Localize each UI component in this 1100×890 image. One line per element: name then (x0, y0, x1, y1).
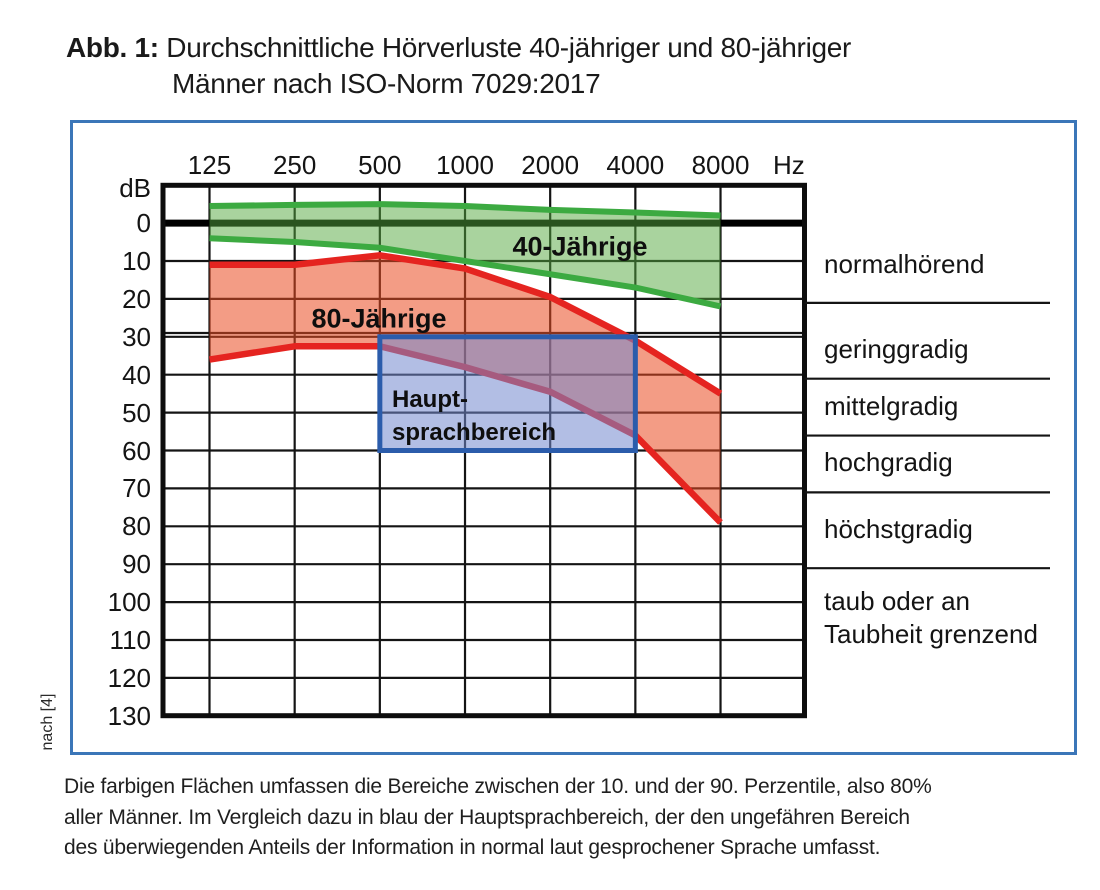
db-tick-label-10: 10 (122, 246, 151, 276)
db-tick-label-0: 0 (136, 208, 151, 239)
speech-area-fill (379, 336, 636, 451)
db-tick-label-130: 130 (107, 700, 151, 731)
figure-number: Abb. 1: (66, 32, 159, 63)
db-tick-label-40: 40 (122, 359, 151, 390)
freq-tick-label-8000: 8000 (691, 150, 750, 180)
curve-40-upper (209, 201, 721, 219)
chart-frame (70, 120, 1077, 755)
series-label-80-jaehrige: 80-Jährige (311, 303, 447, 334)
freq-tick-label-250: 250 (272, 150, 317, 180)
db-tick-label-50: 50 (122, 397, 151, 428)
figure-title-line2: Männer nach ISO-Norm 7029:2017 (172, 68, 601, 99)
speech-area-label-line1: Haupt- (392, 386, 468, 413)
classification-label: höchstgradig (824, 514, 973, 544)
classification-label: taub oder an Taubheit grenzend (824, 586, 1038, 649)
classification-label: hochgradig (824, 447, 953, 477)
db-tick-label-60: 60 (122, 435, 151, 466)
db-tick-label-110: 110 (109, 625, 151, 655)
freq-tick-label-2000: 2000 (521, 150, 580, 180)
caption-line2: aller Männer. Im Vergleich dazu in blau … (64, 805, 910, 829)
figure-title: Abb. 1: Durchschnittliche Hörverluste 40… (66, 30, 851, 102)
db-tick-label-100: 100 (107, 587, 151, 618)
db-tick-label-70: 70 (122, 473, 151, 504)
figure-title-text: Durchschnittliche Hörverluste 40-jährige… (166, 32, 852, 63)
caption-line3: des überwiegenden Anteils der Informatio… (64, 836, 881, 859)
db-tick-label-120: 120 (107, 662, 151, 693)
speech-area-border (377, 334, 638, 453)
freq-tick-label-4000: 4000 (606, 150, 665, 180)
y-axis-unit-label: dB (119, 173, 151, 203)
caption-line1: Die farbigen Flächen umfassen die Bereic… (64, 775, 932, 798)
freq-tick-label-1000: 1000 (436, 150, 494, 180)
x-axis-unit-label: Hz (773, 150, 805, 180)
freq-tick-label-500: 500 (358, 150, 402, 180)
classification-label: normalhörend (824, 249, 985, 279)
db-tick-label-20: 20 (122, 283, 151, 314)
figure-title-line1: Abb. 1: Durchschnittliche Hörverluste 40… (66, 30, 851, 66)
db-tick-label-90: 90 (122, 549, 151, 580)
figure-caption: Die farbigen Flächen umfassen die Bereic… (64, 772, 932, 864)
classification-label: geringgradig (824, 334, 969, 364)
plot-border (160, 182, 807, 719)
curve-40-lower (209, 235, 722, 310)
classification-label: mittelgradig (824, 391, 959, 421)
series-label-40-jaehrige: 40-Jährige (512, 231, 648, 262)
source-note: nach [4] (39, 693, 56, 751)
freq-tick-label-125: 125 (187, 150, 232, 180)
speech-area-label-line2: sprachbereich (392, 419, 557, 446)
band-40-fill (209, 204, 721, 307)
db-tick-label-80: 80 (122, 511, 151, 542)
db-tick-label-30: 30 (122, 321, 151, 352)
